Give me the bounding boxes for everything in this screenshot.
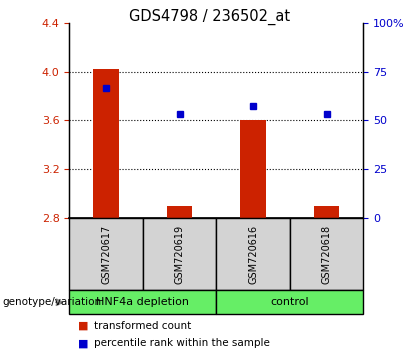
Text: percentile rank within the sample: percentile rank within the sample [94, 338, 270, 348]
Bar [167, 206, 192, 218]
Text: GDS4798 / 236502_at: GDS4798 / 236502_at [129, 9, 291, 25]
Text: GSM720619: GSM720619 [175, 224, 184, 284]
Bar [314, 206, 339, 218]
Bar [240, 120, 266, 218]
Text: GSM720617: GSM720617 [101, 224, 111, 284]
Text: ■: ■ [78, 321, 88, 331]
Text: GSM720618: GSM720618 [322, 224, 331, 284]
Text: transformed count: transformed count [94, 321, 191, 331]
Text: control: control [270, 297, 309, 307]
Bar [93, 69, 119, 218]
Text: GSM720616: GSM720616 [248, 224, 258, 284]
Text: HNF4a depletion: HNF4a depletion [96, 297, 189, 307]
Text: ■: ■ [78, 338, 88, 348]
Text: genotype/variation: genotype/variation [2, 297, 101, 307]
